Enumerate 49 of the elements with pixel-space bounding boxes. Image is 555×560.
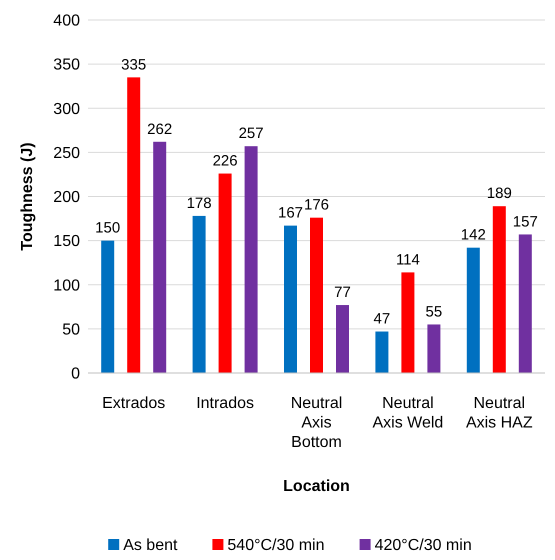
y-tick-label: 200 [53, 189, 80, 206]
data-label: 157 [512, 213, 538, 230]
data-label: 47 [374, 310, 390, 328]
bar [336, 305, 349, 373]
x-tick-label: Extrados [102, 395, 166, 412]
bar [375, 332, 388, 373]
data-label: 257 [238, 125, 264, 142]
data-label: 178 [186, 194, 212, 212]
data-label: 167 [278, 204, 304, 222]
x-tick-label: Neutral Axis Weld [372, 395, 444, 432]
y-tick-label: 100 [53, 277, 80, 294]
x-tick-label: Neutral Axis Bottom [290, 395, 342, 451]
bar [466, 248, 480, 373]
legend-label: 540°C/30 min [227, 537, 325, 554]
bar [127, 77, 140, 373]
data-label: 262 [147, 120, 172, 138]
bar [244, 146, 258, 373]
bar [518, 234, 532, 373]
legend-label: As bent [123, 537, 178, 554]
bar [401, 272, 414, 373]
bar [284, 226, 297, 373]
data-label: 189 [486, 185, 512, 202]
data-label: 335 [121, 56, 146, 74]
bar [427, 324, 440, 373]
data-label: 142 [460, 226, 486, 244]
bar [218, 174, 232, 373]
y-tick-label: 350 [53, 56, 80, 74]
y-axis-title: Toughness (J) [19, 142, 36, 251]
y-tick-label: 300 [53, 100, 80, 118]
data-label: 55 [426, 303, 442, 320]
data-label: 226 [212, 152, 238, 170]
x-tick-label: Neutral Axis HAZ [466, 395, 533, 432]
y-tick-label: 0 [71, 366, 80, 383]
bar [153, 142, 166, 373]
data-label: 114 [396, 251, 420, 268]
data-label: 176 [304, 196, 330, 214]
data-label: 77 [334, 284, 351, 302]
y-tick-label: 50 [62, 321, 80, 338]
x-tick-label: Intrados [196, 395, 254, 412]
bar [310, 218, 323, 373]
bar [101, 240, 114, 373]
bar [492, 206, 506, 373]
y-tick-label: 150 [53, 233, 80, 250]
data-label: 150 [95, 220, 120, 237]
bar [192, 216, 206, 373]
y-tick-label: 400 [53, 12, 80, 30]
legend-label: 420°C/30 min [374, 537, 472, 554]
x-axis-title: Location [283, 478, 350, 495]
y-tick-label: 250 [53, 144, 80, 162]
